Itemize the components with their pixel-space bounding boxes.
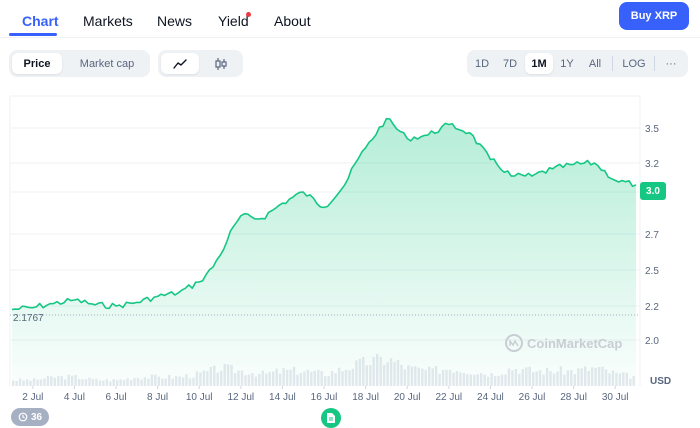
line-chart-icon [173, 58, 187, 69]
x-tick-label: 6 Jul [105, 392, 126, 403]
buy-xrp-button[interactable]: Buy XRP [619, 2, 689, 30]
x-tick-label: 4 Jul [64, 392, 85, 403]
x-tick-label: 26 Jul [519, 392, 546, 403]
x-tick-label: 10 Jul [186, 392, 213, 403]
metric-toggle: Price Market cap [9, 50, 150, 77]
history-icon [18, 412, 28, 422]
y-tick-label: 2.2 [645, 302, 659, 313]
y-tick-label: 3.5 [645, 124, 659, 135]
x-tick-label: 30 Jul [602, 392, 629, 403]
range-1y-button[interactable]: 1Y [560, 57, 574, 70]
range-1d-button[interactable]: 1D [474, 57, 490, 70]
line-chart-button[interactable] [161, 53, 199, 74]
events-history-button[interactable]: 36 [11, 408, 49, 426]
active-tab-indicator [9, 33, 57, 36]
events-count: 36 [30, 411, 43, 423]
y-axis: 3.5 3.2 2.7 2.5 2.2 2.0 [645, 124, 659, 347]
x-tick-label: 2 Jul [22, 392, 43, 403]
y-tick-label: 3.2 [645, 159, 659, 170]
tab-yield[interactable]: Yield [218, 13, 249, 29]
top-nav: Chart Markets News Yield About [0, 0, 700, 38]
chart-type-toggle [158, 50, 243, 77]
x-tick-label: 28 Jul [560, 392, 587, 403]
x-tick-label: 24 Jul [477, 392, 504, 403]
x-tick-label: 22 Jul [435, 392, 462, 403]
range-1m-button[interactable]: 1M [525, 53, 553, 74]
price-toggle[interactable]: Price [12, 53, 62, 74]
document-icon [327, 413, 335, 423]
price-line [11, 117, 637, 311]
tab-about[interactable]: About [274, 13, 311, 29]
news-event-marker[interactable] [321, 408, 341, 428]
x-tick-label: 14 Jul [269, 392, 296, 403]
yield-notification-dot [246, 12, 251, 17]
price-area [12, 118, 636, 386]
log-scale-button[interactable]: LOG [622, 57, 646, 70]
range-divider [612, 56, 613, 71]
watermark-text: CoinMarketCap [527, 335, 623, 351]
currency-unit-label: USD [650, 376, 672, 387]
coinmarketcap-logo-icon [505, 334, 523, 352]
x-tick-label: 18 Jul [352, 392, 379, 403]
y-tick-label: 2.7 [645, 230, 659, 241]
candlestick-icon [215, 57, 227, 70]
candlestick-button[interactable] [202, 53, 240, 74]
more-options-button[interactable]: ··· [665, 57, 677, 70]
price-chart[interactable]: 3.5 3.2 2.7 2.5 2.2 2.0 2 Jul 4 Jul 6 Jul 8 Jul 1… [0, 88, 700, 408]
tab-news[interactable]: News [157, 13, 193, 29]
range-7d-button[interactable]: 7D [502, 57, 518, 70]
x-tick-label: 16 Jul [311, 392, 338, 403]
y-tick-label: 2.0 [645, 336, 659, 347]
current-price-badge: 3.0 [640, 182, 666, 200]
more-divider [654, 56, 655, 71]
tab-markets[interactable]: Markets [83, 13, 133, 29]
y-tick-label: 2.5 [645, 266, 659, 277]
tab-chart[interactable]: Chart [22, 13, 59, 29]
x-tick-label: 8 Jul [147, 392, 168, 403]
x-tick-label: 12 Jul [227, 392, 254, 403]
x-tick-label: 20 Jul [394, 392, 421, 403]
x-axis: 2 Jul 4 Jul 6 Jul 8 Jul 10 Jul 12 Jul 14 Jul 16… [22, 386, 629, 403]
open-price-label: 2.1767 [13, 313, 44, 324]
range-selector: 1D 7D 1M 1Y All LOG ··· [467, 50, 688, 77]
watermark: CoinMarketCap [505, 334, 622, 352]
market-cap-toggle[interactable]: Market cap [79, 57, 135, 70]
range-all-button[interactable]: All [588, 57, 602, 70]
